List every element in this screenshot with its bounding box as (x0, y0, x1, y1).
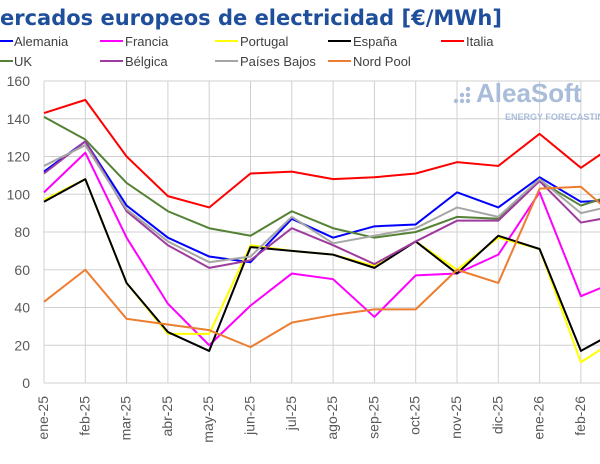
x-tick-label: dic-25 (489, 396, 505, 434)
legend-item: Nord Pool (328, 54, 411, 69)
legend-item: Francia (100, 34, 169, 49)
y-tick-label: 40 (14, 300, 30, 316)
legend-label: Francia (125, 34, 169, 49)
x-tick-label: feb-26 (572, 396, 588, 436)
x-tick-label: ago-25 (324, 396, 340, 440)
y-tick-label: 80 (14, 224, 30, 240)
x-tick-label: may-25 (200, 396, 216, 443)
y-tick-label: 0 (22, 375, 30, 391)
legend-item: UK (0, 54, 32, 69)
legend-label: España (353, 34, 398, 49)
x-tick-label: jul-25 (283, 396, 299, 431)
y-tick-label: 160 (7, 73, 31, 89)
legend-label: Nord Pool (353, 54, 411, 69)
legend-item: Países Bajos (215, 54, 316, 69)
x-tick-label: oct-25 (407, 396, 423, 435)
watermark-tagline: ENERGY FORECASTING (505, 112, 600, 122)
x-tick-label: mar-25 (118, 396, 134, 441)
series-lines (43, 98, 600, 364)
y-axis-ticks: 0 20 40 60 80 100 120 140 160 (7, 73, 31, 391)
y-tick-label: 100 (7, 186, 31, 202)
legend-item: Bélgica (100, 54, 168, 69)
legend-item: Portugal (215, 34, 289, 49)
legend-label: Portugal (240, 34, 289, 49)
legend-label: UK (14, 54, 32, 69)
chart-title: ercados europeos de electricidad [€/MWh] (0, 6, 502, 30)
legend-item: España (328, 34, 398, 49)
y-tick-label: 120 (7, 149, 31, 165)
watermark-logo: AleaSoft ENERGY FORECASTING (453, 78, 600, 122)
y-tick-label: 20 (14, 337, 30, 353)
x-tick-label: sep-25 (365, 396, 381, 439)
y-tick-label: 60 (14, 262, 30, 278)
x-axis-ticks: ene-25 feb-25 mar-25 abr-25 may-25 jun-25 jul-… (35, 396, 588, 443)
x-tick-label: feb-25 (76, 396, 92, 436)
legend-item: Italia (441, 34, 494, 49)
x-tick-label: abr-25 (159, 396, 175, 437)
x-tick-label: jun-25 (242, 396, 258, 436)
legend-item: Alemania (0, 34, 69, 49)
legend-label: Alemania (14, 34, 69, 49)
legend: Alemania Francia Portugal España Italia UK Bél… (0, 34, 494, 69)
x-tick-label: nov-25 (448, 396, 464, 439)
y-tick-label: 140 (7, 111, 31, 127)
x-tick-label: ene-25 (35, 396, 51, 440)
watermark-brand: AleaSoft (476, 78, 582, 108)
legend-label: Italia (466, 34, 494, 49)
legend-label: Países Bajos (240, 54, 316, 69)
legend-label: Bélgica (125, 54, 168, 69)
series-line-españa (43, 178, 600, 352)
x-tick-label: ene-26 (531, 396, 547, 440)
series-line-bélgica (43, 140, 600, 269)
